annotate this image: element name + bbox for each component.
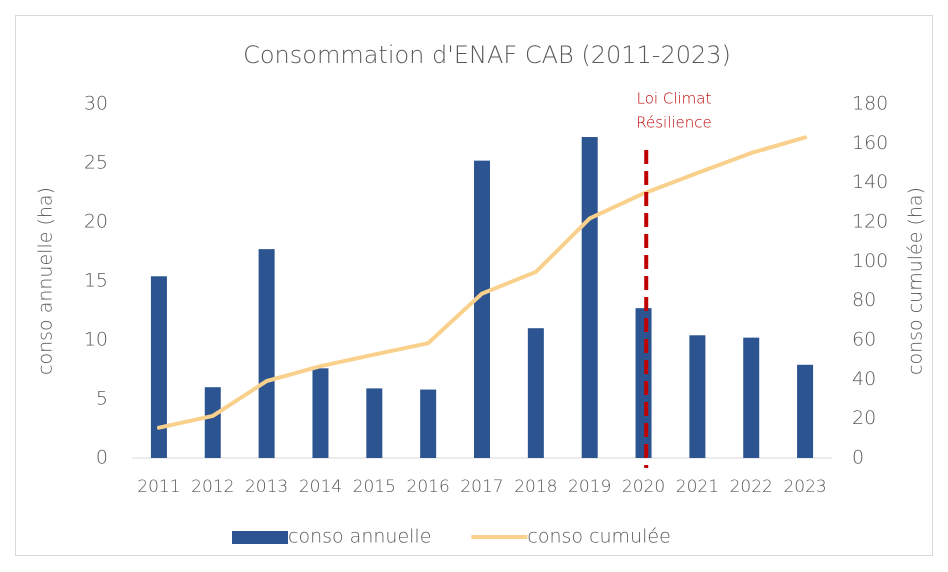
legend-label: conso annuelle (288, 526, 431, 548)
line (156, 135, 808, 430)
bar (743, 337, 760, 458)
y-tick-label: 25 (84, 152, 108, 174)
bar (420, 389, 437, 458)
legend-label: conso cumulée (527, 526, 670, 548)
x-tick-label: 2017 (460, 477, 503, 497)
y-tick-label: 0 (96, 447, 108, 469)
bar (204, 387, 221, 458)
bar (312, 368, 329, 458)
chart-title: Consommation d'ENAF CAB (2011-2023) (243, 41, 731, 69)
x-tick-label: 2022 (730, 477, 773, 497)
y2-tick-label: 40 (852, 368, 876, 390)
annotation-text: Loi Climat (637, 90, 712, 108)
annotation-text: Résilience (636, 114, 712, 132)
y2-tick-label: 20 (852, 407, 876, 429)
y2-tick-label: 180 (852, 93, 888, 115)
y2-tick-label: 80 (852, 289, 876, 311)
x-tick-label: 2012 (191, 477, 234, 497)
bar (150, 276, 167, 458)
x-tick-label: 2015 (353, 477, 396, 497)
y-tick-label: 5 (96, 388, 108, 410)
y-axis-label: conso annuelle (ha) (35, 187, 57, 375)
y-tick-label: 15 (84, 270, 108, 292)
x-tick-label: 2013 (245, 477, 288, 497)
x-tick-label: 2018 (514, 477, 557, 497)
y2-axis-label: conso cumulée (ha) (905, 187, 927, 375)
y2-tick-label: 0 (852, 447, 864, 469)
x-tick-label: 2021 (676, 477, 719, 497)
bar (527, 328, 544, 458)
y2-tick-label: 60 (852, 329, 876, 351)
y2-tick-label: 160 (852, 132, 888, 154)
bar (689, 335, 706, 458)
bar (635, 308, 652, 458)
bar (258, 249, 275, 458)
x-tick-label: 2023 (783, 477, 826, 497)
y2-tick-label: 120 (852, 211, 888, 233)
x-tick-label: 2011 (137, 477, 180, 497)
x-tick-label: 2014 (299, 477, 342, 497)
legend-swatch (232, 531, 288, 544)
bar (797, 364, 814, 458)
bar (366, 388, 383, 458)
x-tick-label: 2016 (407, 477, 450, 497)
x-tick-label: 2019 (568, 477, 611, 497)
bar (581, 137, 598, 459)
y2-tick-label: 100 (852, 250, 888, 272)
y-tick-label: 20 (84, 211, 108, 233)
y-tick-label: 10 (84, 329, 108, 351)
x-tick-label: 2020 (622, 477, 665, 497)
bar (474, 160, 490, 458)
y-tick-label: 30 (84, 93, 108, 115)
y2-tick-label: 140 (852, 171, 888, 193)
